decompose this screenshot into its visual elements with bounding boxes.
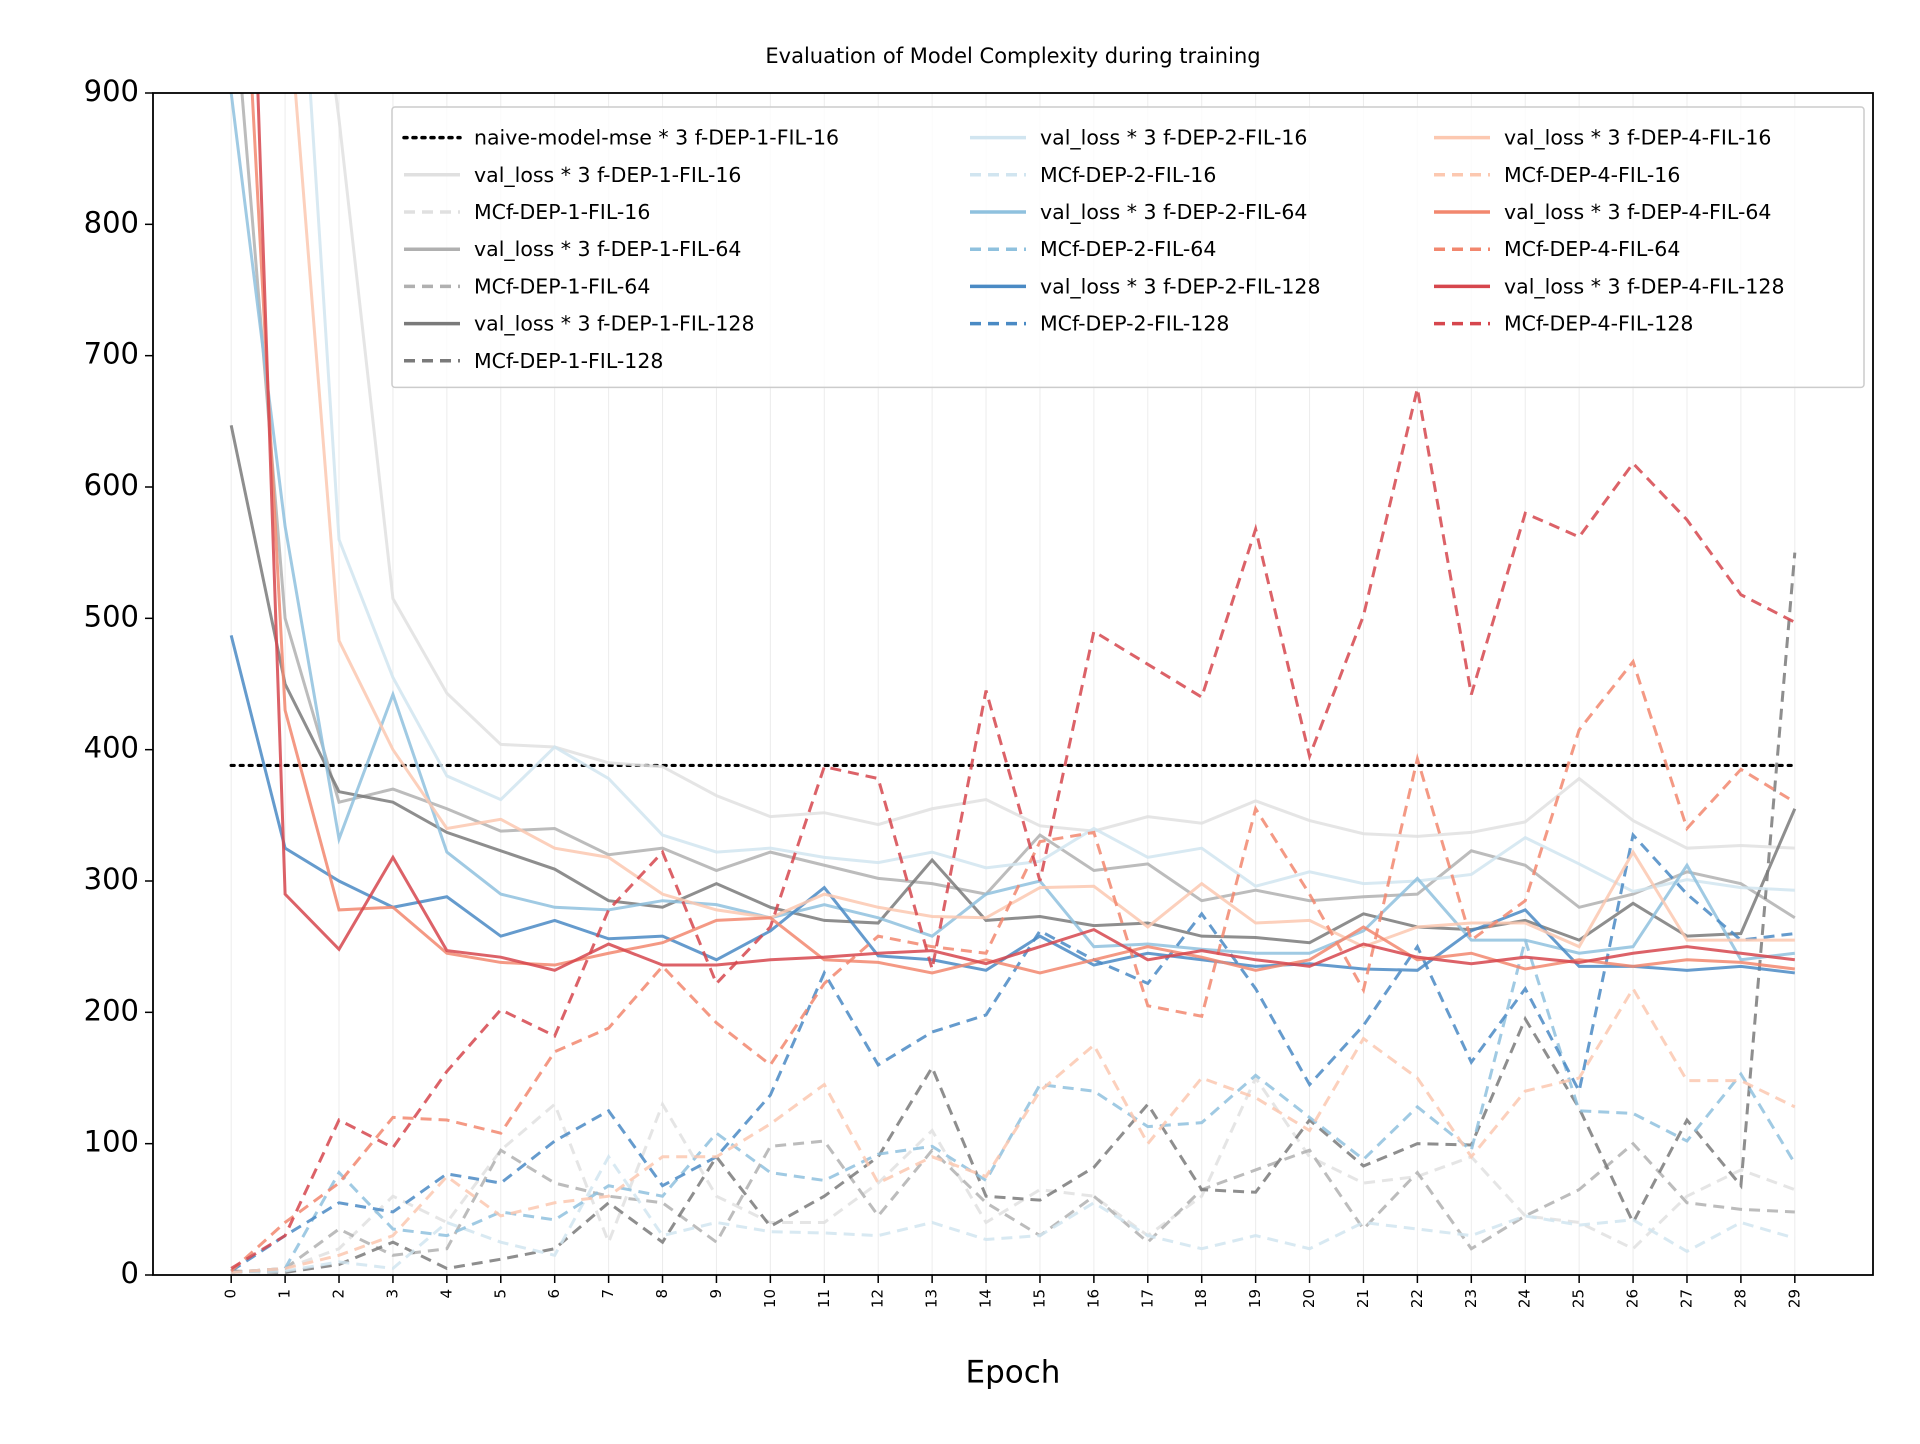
legend-label: val_loss * 3 f-DEP-2-FIL-16 — [1040, 126, 1307, 151]
legend-label: val_loss * 3 f-DEP-4-FIL-16 — [1504, 126, 1771, 151]
series-line — [231, 1074, 1796, 1274]
series-line — [294, 93, 1795, 949]
y-tick-label: 500 — [84, 599, 139, 633]
x-tick-label: 9 — [707, 1289, 725, 1299]
x-tick-label: 12 — [869, 1289, 887, 1308]
y-tick-label: 900 — [84, 74, 139, 108]
x-tick-label: 2 — [330, 1289, 348, 1299]
series-line — [229, 93, 1796, 962]
y-tick-label: 600 — [84, 468, 139, 502]
x-tick-label: 3 — [383, 1289, 401, 1299]
series-line — [250, 93, 1796, 975]
x-tick-label: 14 — [977, 1289, 995, 1308]
legend-label: MCf-DEP-2-FIL-128 — [1040, 312, 1229, 336]
y-tick-label: 400 — [84, 731, 139, 765]
legend-label: val_loss * 3 f-DEP-1-FIL-16 — [474, 163, 741, 188]
x-tick-label: 5 — [491, 1289, 509, 1299]
series-line — [256, 93, 1796, 972]
legend-label: val_loss * 3 f-DEP-4-FIL-128 — [1504, 274, 1784, 299]
legend-label: MCf-DEP-4-FIL-128 — [1504, 312, 1693, 336]
series-line — [230, 831, 1796, 1273]
legend-label: val_loss * 3 f-DEP-1-FIL-128 — [474, 312, 754, 337]
x-tick-label: 21 — [1354, 1289, 1372, 1308]
x-axis-label: Epoch — [966, 1355, 1061, 1391]
lines — [229, 93, 1797, 1274]
legend-label: val_loss * 3 f-DEP-2-FIL-64 — [1040, 200, 1307, 225]
series-line — [230, 658, 1796, 1273]
axes: 0 1 2 3 4 5 6 7 8 9 10 11 12 13 14 15 16 17 18 19 20 21 22 23 24… — [84, 74, 1804, 1308]
x-tick-label: 16 — [1084, 1289, 1102, 1308]
x-tick-label: 26 — [1624, 1289, 1642, 1308]
legend-label: val_loss * 3 f-DEP-2-FIL-128 — [1040, 274, 1320, 299]
x-tick-label: 28 — [1731, 1289, 1749, 1308]
y-tick-label: 800 — [84, 205, 139, 239]
x-tick-label: 6 — [545, 1289, 563, 1299]
x-tick-label: 19 — [1246, 1289, 1264, 1308]
x-tick-label: 13 — [923, 1289, 941, 1308]
x-tick-label: 25 — [1570, 1289, 1588, 1308]
x-tick-label: 29 — [1785, 1289, 1803, 1308]
legend-label: MCf-DEP-2-FIL-16 — [1040, 163, 1216, 187]
series-line — [308, 93, 1795, 894]
x-tick-label: 7 — [599, 1289, 617, 1299]
x-tick-label: 1 — [276, 1289, 294, 1299]
legend: naive-model-mse * 3 f-DEP-1-FIL-16 val_lo… — [391, 106, 1865, 389]
legend-label: MCf-DEP-1-FIL-64 — [474, 274, 650, 298]
x-tick-label: 17 — [1138, 1289, 1156, 1308]
legend-label: naive-model-mse * 3 f-DEP-1-FIL-16 — [474, 126, 839, 150]
series-line — [229, 424, 1797, 945]
x-tick-label: 20 — [1300, 1289, 1318, 1308]
x-tick-label: 27 — [1677, 1289, 1695, 1308]
x-tick-label: 23 — [1462, 1289, 1480, 1308]
chart-title: Evaluation of Model Complexity during tr… — [765, 44, 1260, 68]
series-line — [229, 635, 1796, 975]
series-line — [231, 1139, 1795, 1274]
y-tick-label: 100 — [84, 1125, 139, 1159]
legend-label: MCf-DEP-1-FIL-16 — [474, 200, 650, 224]
series-line — [231, 552, 1797, 1274]
x-tick-label: 24 — [1516, 1289, 1534, 1308]
series-line — [230, 388, 1796, 1270]
series-line — [231, 1153, 1796, 1274]
y-tick-label: 700 — [84, 337, 139, 371]
legend-frame — [391, 106, 1865, 389]
y-tick-label: 0 — [121, 1256, 139, 1290]
x-tick-label: 18 — [1192, 1289, 1210, 1308]
x-tick-label: 4 — [437, 1289, 455, 1299]
legend-label: MCf-DEP-2-FIL-64 — [1040, 237, 1216, 261]
x-tick-label: 8 — [653, 1289, 671, 1299]
legend-label: MCf-DEP-4-FIL-64 — [1504, 237, 1680, 261]
series-line — [231, 934, 1797, 1274]
legend-label: MCf-DEP-1-FIL-128 — [474, 349, 663, 373]
plot-frame — [152, 92, 1874, 1276]
x-tick-label: 15 — [1030, 1289, 1048, 1308]
x-tick-label: 10 — [761, 1289, 779, 1308]
y-tick-label: 200 — [84, 993, 139, 1027]
x-tick-label: 22 — [1408, 1289, 1426, 1308]
x-tick-label: 0 — [222, 1289, 240, 1299]
legend-label: val_loss * 3 f-DEP-4-FIL-64 — [1504, 200, 1771, 225]
y-tick-label: 300 — [84, 862, 139, 896]
x-tick-label: 11 — [815, 1289, 833, 1308]
legend-label: val_loss * 3 f-DEP-1-FIL-64 — [474, 237, 741, 262]
legend-label: MCf-DEP-4-FIL-16 — [1504, 163, 1680, 187]
series-line — [334, 93, 1795, 850]
series-line — [231, 985, 1796, 1274]
